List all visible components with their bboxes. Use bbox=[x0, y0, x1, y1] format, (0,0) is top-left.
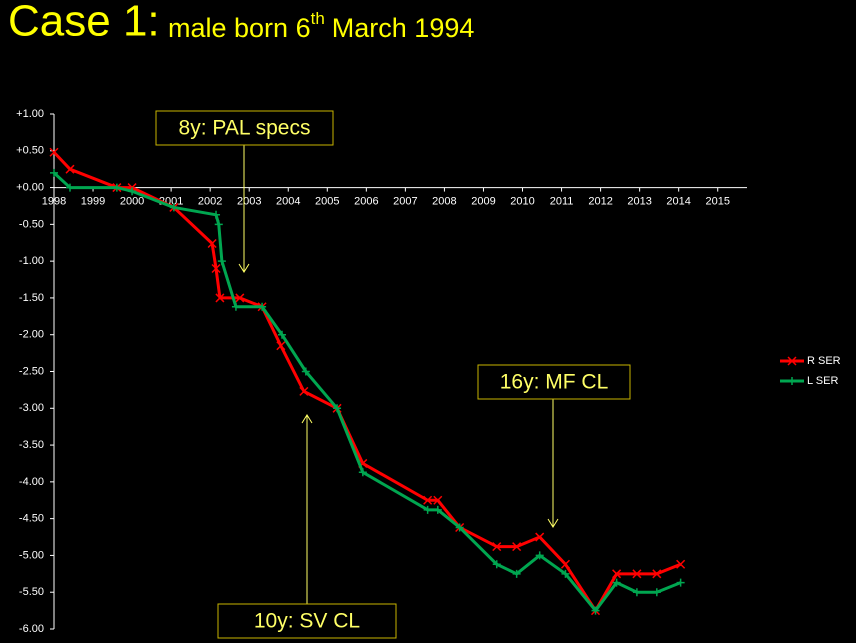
point bbox=[66, 183, 75, 192]
y-tick-label: -2.50 bbox=[19, 365, 44, 377]
x-tick-label: 2008 bbox=[432, 195, 456, 207]
x-tick-label: 2000 bbox=[120, 195, 144, 207]
point bbox=[278, 330, 287, 339]
annotation: 8y: PAL specs bbox=[179, 117, 311, 140]
point bbox=[299, 386, 309, 396]
annotation: 16y: MF CL bbox=[500, 371, 609, 394]
point bbox=[217, 257, 226, 266]
y-tick-label: +0.00 bbox=[16, 181, 44, 193]
point bbox=[652, 569, 662, 579]
y-tick-label: -5.50 bbox=[19, 586, 44, 598]
x-tick-label: 2010 bbox=[510, 195, 534, 207]
x-tick-label: 2012 bbox=[588, 195, 612, 207]
point bbox=[333, 404, 342, 413]
y-tick-label: -5.00 bbox=[19, 549, 44, 561]
point bbox=[492, 560, 501, 569]
y-tick-label: -0.50 bbox=[19, 218, 44, 230]
point bbox=[258, 302, 267, 311]
y-tick-label: +1.00 bbox=[16, 108, 44, 120]
point bbox=[235, 293, 245, 303]
y-tick-label: -3.00 bbox=[19, 402, 44, 414]
subtitle-part: male born 6 bbox=[168, 13, 311, 43]
x-tick-label: 2005 bbox=[315, 195, 339, 207]
point bbox=[561, 569, 570, 578]
y-tick-label: -2.00 bbox=[19, 329, 44, 341]
legend-marker bbox=[787, 356, 797, 366]
x-tick-label: 2006 bbox=[354, 195, 378, 207]
point bbox=[231, 302, 240, 311]
point bbox=[433, 495, 443, 505]
x-tick-label: 2013 bbox=[627, 195, 651, 207]
annotation-box bbox=[155, 110, 334, 146]
series-line bbox=[52, 171, 682, 613]
legend-label: L SER bbox=[807, 375, 838, 387]
x-tick-label: 2011 bbox=[550, 195, 574, 207]
chart-title: Case 1: bbox=[8, 0, 160, 46]
point bbox=[676, 559, 686, 569]
point bbox=[652, 588, 661, 597]
point bbox=[50, 168, 58, 177]
x-tick-label: 2009 bbox=[471, 195, 495, 207]
point bbox=[512, 542, 522, 552]
y-tick-label: +0.50 bbox=[16, 145, 44, 157]
point bbox=[211, 263, 221, 274]
legend-label: R SER bbox=[807, 355, 841, 367]
legend-marker bbox=[788, 377, 796, 385]
point bbox=[455, 523, 464, 532]
x-tick-label: 2003 bbox=[237, 195, 261, 207]
y-tick-label: -4.50 bbox=[19, 513, 44, 525]
point bbox=[112, 183, 121, 192]
point bbox=[215, 293, 225, 303]
point bbox=[169, 203, 178, 212]
point bbox=[591, 606, 600, 615]
annotation-arrow bbox=[301, 414, 313, 604]
x-tick-label: 2004 bbox=[276, 195, 300, 207]
point bbox=[276, 341, 286, 351]
annotation: 10y: SV CL bbox=[254, 610, 360, 633]
point bbox=[423, 495, 433, 505]
point bbox=[358, 468, 367, 477]
point bbox=[49, 147, 59, 157]
annotation-arrow bbox=[238, 145, 250, 273]
point bbox=[632, 588, 641, 597]
annotation-arrow bbox=[547, 399, 559, 528]
subtitle-part: March 1994 bbox=[332, 13, 475, 43]
point bbox=[535, 532, 545, 542]
y-tick-label: -3.50 bbox=[19, 439, 44, 451]
x-tick-label: 1998 bbox=[42, 195, 66, 207]
point bbox=[65, 164, 75, 174]
subtitle-sup: th bbox=[311, 9, 325, 28]
chart-subtitle: male born 6th March 1994 bbox=[168, 9, 474, 43]
point bbox=[128, 187, 137, 196]
annotation-box bbox=[477, 364, 631, 400]
x-tick-label: 2002 bbox=[198, 195, 222, 207]
point bbox=[212, 210, 221, 219]
point bbox=[560, 559, 570, 569]
point bbox=[214, 220, 223, 229]
annotation-box bbox=[217, 603, 397, 639]
y-tick-label: -1.50 bbox=[19, 292, 44, 304]
point bbox=[535, 551, 544, 560]
y-tick-label: -6.00 bbox=[19, 623, 44, 635]
x-tick-label: 2014 bbox=[666, 195, 690, 207]
point bbox=[301, 367, 310, 376]
plot: +1.00 +0.50 +0.00 -0.50 -1.00 -1.50 -2.00 -2.50… bbox=[16, 108, 841, 635]
point bbox=[612, 578, 621, 587]
x-tick-label: 2015 bbox=[705, 195, 729, 207]
y-tick-label: -4.00 bbox=[19, 476, 44, 488]
point bbox=[423, 505, 432, 514]
x-tick-label: 2007 bbox=[393, 195, 417, 207]
y-tick-label: -1.00 bbox=[19, 255, 44, 267]
point bbox=[512, 569, 521, 578]
point bbox=[207, 238, 217, 249]
x-tick-label: 1999 bbox=[81, 195, 105, 207]
point bbox=[612, 569, 622, 579]
point bbox=[492, 542, 502, 552]
point bbox=[632, 569, 642, 579]
point bbox=[433, 505, 442, 514]
point bbox=[676, 578, 685, 587]
